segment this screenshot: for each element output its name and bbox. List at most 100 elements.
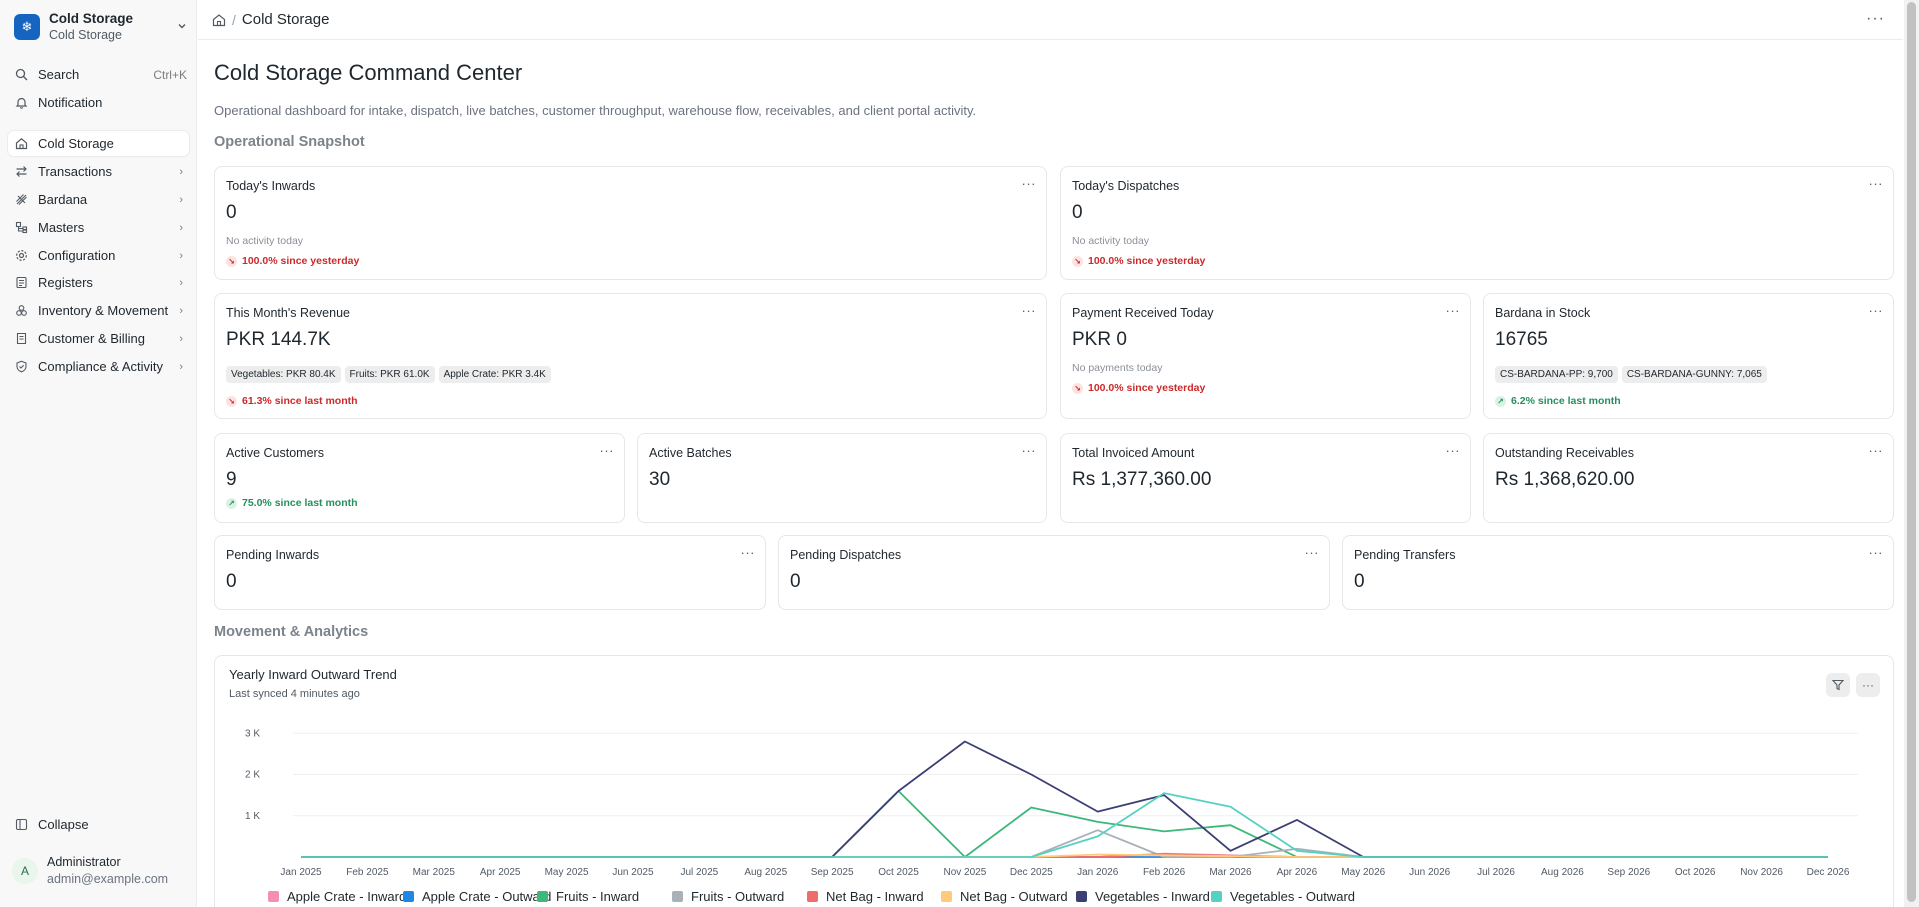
card-value: Rs 1,368,620.00 <box>1495 469 1635 490</box>
home-icon <box>14 137 28 151</box>
revenue-chip: Apple Crate: PKR 3.4K <box>438 366 551 383</box>
legend-label: Apple Crate - Outward <box>422 889 551 904</box>
sidebar-item-label: Registers <box>38 275 93 290</box>
y-tick-label: 1 K <box>245 811 260 822</box>
sidebar-item-configuration[interactable]: Configuration › <box>8 243 189 268</box>
card-value: PKR 144.7K <box>226 329 331 350</box>
sidebar-item-customer-billing[interactable]: Customer & Billing › <box>8 326 189 351</box>
card-title: Pending Dispatches <box>790 548 902 562</box>
card-bardana-stock: Bardana in Stock ··· 16765 CS-BARDANA-PP… <box>1483 293 1894 419</box>
more-icon[interactable]: ··· <box>1021 176 1036 191</box>
x-tick-label: Dec 2026 <box>1807 867 1850 878</box>
home-icon[interactable] <box>212 13 226 27</box>
sidebar-search[interactable]: Search Ctrl+K <box>8 62 189 87</box>
workspace-title: Cold Storage <box>49 11 134 26</box>
legend-swatch <box>403 891 414 902</box>
gear-icon <box>14 249 28 263</box>
legend-swatch <box>1076 891 1087 902</box>
x-tick-label: Apr 2026 <box>1277 867 1318 878</box>
chevron-right-icon: › <box>179 221 183 234</box>
more-icon[interactable]: ··· <box>1445 303 1460 318</box>
sidebar-item-label: Configuration <box>38 248 116 263</box>
sidebar-item-registers[interactable]: Registers › <box>8 270 189 295</box>
user-email: admin@example.com <box>47 872 169 886</box>
search-icon <box>14 68 28 82</box>
chevron-right-icon: › <box>179 276 183 289</box>
masters-icon <box>14 221 28 235</box>
more-icon[interactable]: ··· <box>1868 545 1883 560</box>
trend-badge: ↗ 6.2% since last month <box>1495 395 1621 407</box>
x-tick-label: Apr 2025 <box>480 867 521 878</box>
more-icon[interactable]: ··· <box>1021 443 1036 458</box>
breadcrumb[interactable]: Cold Storage <box>241 11 330 28</box>
collapse-button[interactable]: Collapse <box>8 812 189 837</box>
chevron-right-icon: › <box>179 193 183 206</box>
card-payment-today: Payment Received Today ··· PKR 0 No paym… <box>1060 293 1471 419</box>
arrow-up-icon: ↗ <box>1495 395 1506 407</box>
legend-label: Fruits - Outward <box>691 889 784 904</box>
bardana-chip: CS-BARDANA-GUNNY: 7,065 <box>1621 366 1767 383</box>
sidebar-notification[interactable]: Notification <box>8 90 189 115</box>
sidebar-item-label: Masters <box>38 220 85 235</box>
sidebar-item-compliance[interactable]: Compliance & Activity › <box>8 354 189 379</box>
card-pending-inwards: Pending Inwards ··· 0 <box>214 535 766 610</box>
workspace-switcher[interactable]: ❄ Cold Storage Cold Storage <box>14 11 190 42</box>
card-value: Rs 1,377,360.00 <box>1072 469 1212 490</box>
chart-menu-button[interactable]: ··· <box>1856 673 1880 697</box>
more-icon[interactable]: ··· <box>1445 443 1460 458</box>
card-value: PKR 0 <box>1072 329 1127 350</box>
user-name: Administrator <box>47 855 121 869</box>
card-title: Today's Dispatches <box>1072 179 1180 193</box>
sidebar-item-bardana[interactable]: Bardana › <box>8 187 189 212</box>
sidebar-item-inventory[interactable]: Inventory & Movement › <box>8 298 189 323</box>
card-title: Bardana in Stock <box>1495 306 1591 320</box>
card-pending-transfers: Pending Transfers ··· 0 <box>1342 535 1894 610</box>
more-icon[interactable]: ··· <box>1868 443 1883 458</box>
arrow-down-icon: ↘ <box>1072 382 1083 394</box>
trend-badge: ↘ 100.0% since yesterday <box>226 255 359 267</box>
more-icon[interactable]: ··· <box>599 443 614 458</box>
filter-button[interactable] <box>1826 673 1850 697</box>
chevron-down-icon[interactable] <box>174 21 190 34</box>
card-value: 30 <box>649 469 671 490</box>
sidebar-item-cold-storage[interactable]: Cold Storage <box>8 131 189 156</box>
more-icon[interactable]: ··· <box>1304 545 1319 560</box>
more-icon[interactable]: ··· <box>1866 10 1885 27</box>
workspace-subtitle: Cold Storage <box>49 28 122 42</box>
revenue-breakdown: Vegetables: PKR 80.4K Fruits: PKR 61.0K … <box>226 366 555 383</box>
scrollbar-thumb[interactable] <box>1907 2 1916 902</box>
more-icon[interactable]: ··· <box>1021 303 1036 318</box>
more-icon[interactable]: ··· <box>740 545 755 560</box>
more-icon[interactable]: ··· <box>1868 303 1883 318</box>
more-icon[interactable]: ··· <box>1868 176 1883 191</box>
x-tick-label: Sep 2025 <box>811 867 854 878</box>
card-title: Outstanding Receivables <box>1495 446 1634 460</box>
collapse-icon <box>14 818 28 832</box>
chart-card: Yearly Inward Outward Trend Last synced … <box>214 655 1894 907</box>
sidebar-item-transactions[interactable]: Transactions › <box>8 159 189 184</box>
card-title: Active Batches <box>649 446 732 460</box>
inventory-icon <box>14 304 28 318</box>
register-icon <box>14 276 28 290</box>
x-tick-label: Feb 2025 <box>346 867 389 878</box>
trend-badge: ↘ 61.3% since last month <box>226 395 358 407</box>
legend-label: Vegetables - Outward <box>1230 889 1355 904</box>
legend-swatch <box>941 891 952 902</box>
search-label: Search <box>38 67 80 82</box>
arrow-up-icon: ↗ <box>226 497 237 509</box>
chevron-right-icon: › <box>179 332 183 345</box>
x-tick-label: Jan 2025 <box>280 867 322 878</box>
card-note: No activity today <box>1072 235 1150 247</box>
x-tick-label: Nov 2026 <box>1740 867 1783 878</box>
sidebar-item-masters[interactable]: Masters › <box>8 215 189 240</box>
user-menu[interactable]: A Administrator admin@example.com <box>12 852 192 890</box>
page-title: Cold Storage Command Center <box>214 60 523 85</box>
sidebar-item-label: Cold Storage <box>38 136 114 151</box>
x-tick-label: Aug 2026 <box>1541 867 1584 878</box>
card-pending-dispatches: Pending Dispatches ··· 0 <box>778 535 1330 610</box>
card-value: 0 <box>1354 571 1365 592</box>
card-total-invoiced: Total Invoiced Amount ··· Rs 1,377,360.0… <box>1060 433 1471 523</box>
sidebar: ❄ Cold Storage Cold Storage Search Ctrl+… <box>0 0 197 907</box>
card-note: No payments today <box>1072 362 1163 374</box>
x-tick-label: Mar 2026 <box>1209 867 1252 878</box>
